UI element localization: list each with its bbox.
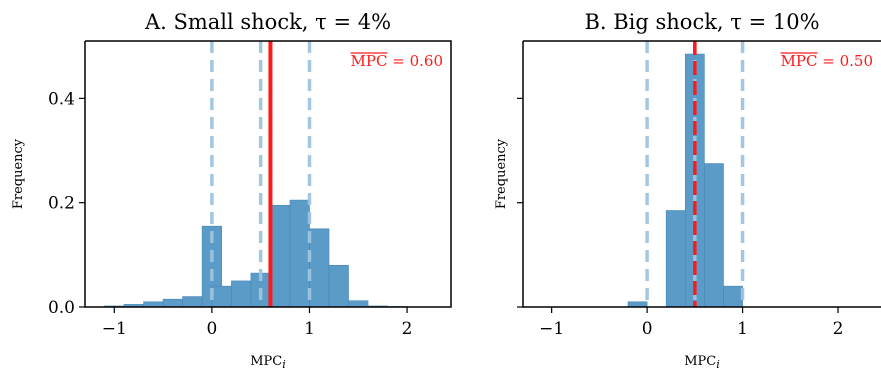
x-tick-label: 0 [642,319,653,339]
y-tick-label: 0.4 [48,89,75,109]
histogram-bar [182,296,203,308]
mean-mpc-annotation-symbol: MPC [351,52,388,70]
histogram-bar [328,264,349,308]
histogram-bar [309,228,330,308]
mean-mpc-annotation-symbol: MPC [781,52,818,70]
mean-mpc-annotation-value: = 0.50 [817,52,873,70]
x-tick-label: −1 [539,319,564,339]
histogram-bar [704,163,724,308]
histogram-bar [627,301,648,308]
axes-frame [84,40,452,308]
y-axis-label: Frequency [494,138,509,209]
x-tick-label: −1 [102,319,127,339]
mean-mpc-annotation: MPC = 0.50 [781,52,873,70]
histogram-bar [348,300,369,308]
y-tick-label: 0.2 [48,194,75,214]
histogram-bar [231,280,252,308]
panel-a: −1 0 1 2 0.0 0.2 0.4 A. Small shock, τ = 4% MPCi… [11,10,452,371]
y-axis-label: Frequency [11,138,26,209]
histogram-bar [665,210,686,308]
x-tick-label: 1 [304,319,315,339]
histogram-bar [723,285,743,308]
mean-mpc-annotation-value: = 0.60 [387,52,443,70]
y-tick-label: 0.0 [48,298,75,318]
x-tick-label: 2 [402,319,413,339]
histogram-bar [289,199,310,308]
chart-title: B. Big shock, τ = 10% [584,10,819,34]
histogram-bar [162,298,183,308]
histogram-bar [143,301,164,308]
x-tick-label: 1 [737,319,748,339]
panel-b: −1 0 1 2 B. Big shock, τ = 10% MPCi Frequency M… [494,10,881,371]
x-axis-label: MPCi [250,354,286,371]
histogram-bar [270,204,291,308]
mean-mpc-annotation: MPC = 0.60 [351,52,443,70]
chart-title: A. Small shock, τ = 4% [144,10,391,34]
histogram-bar [211,285,232,308]
x-axis-label: MPCi [684,354,720,371]
x-tick-label: 2 [833,319,844,339]
x-tick-label: 0 [206,319,217,339]
